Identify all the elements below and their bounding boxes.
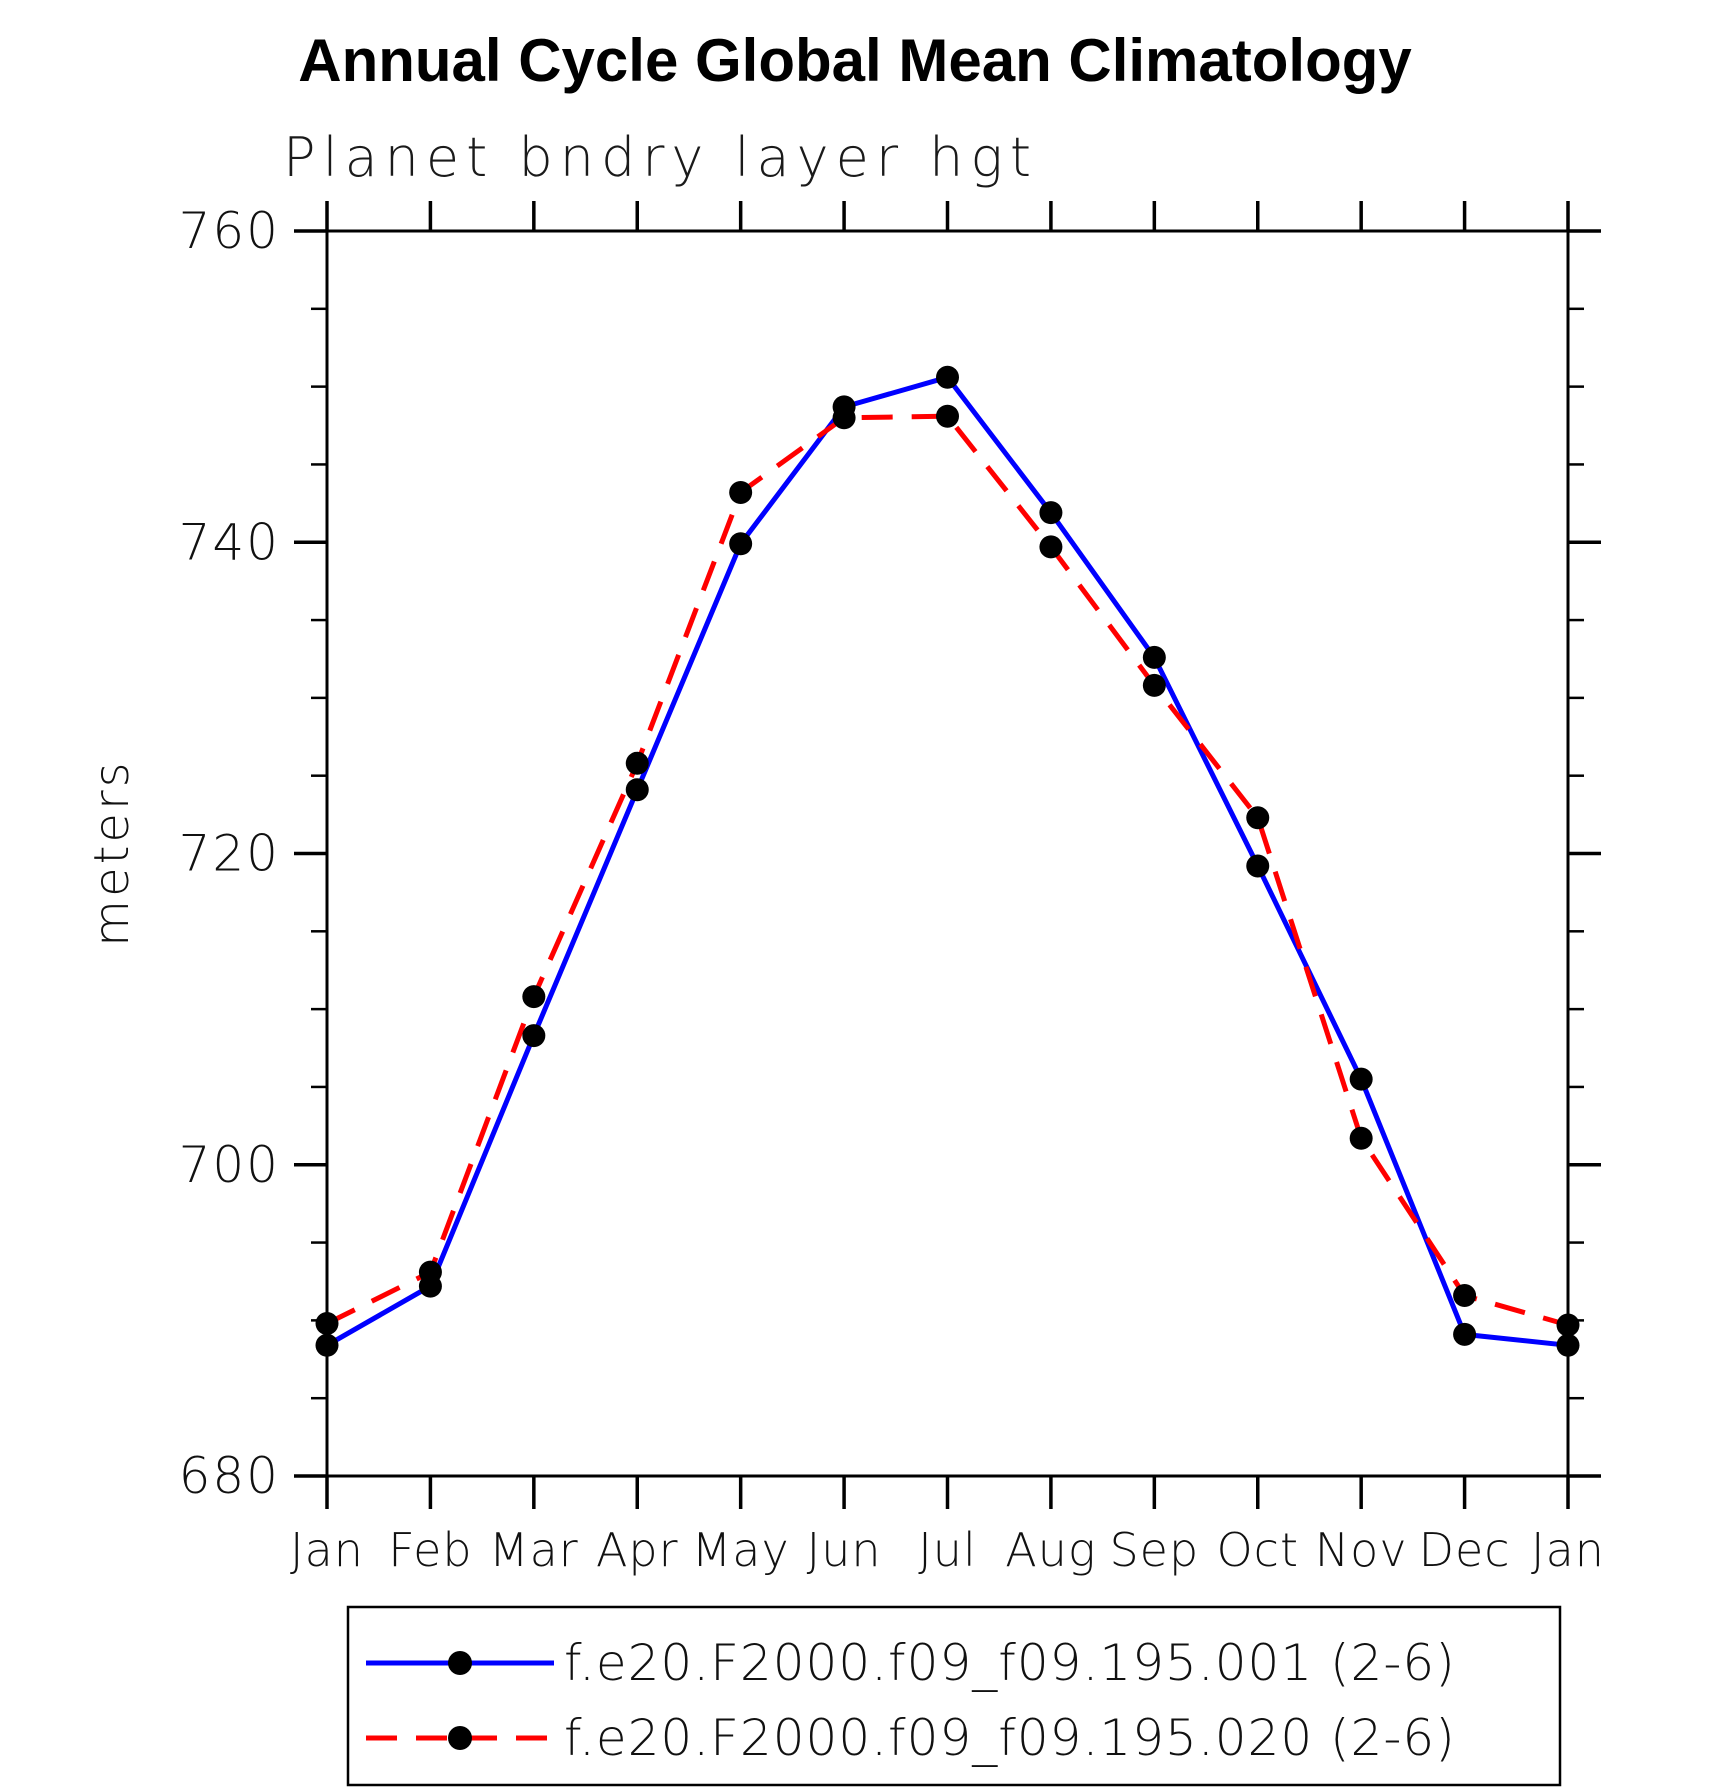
x-tick-label: Oct	[1216, 1523, 1299, 1577]
x-tick-label: Aug	[1005, 1523, 1096, 1577]
x-tick-label: Jan	[1531, 1523, 1605, 1577]
x-tick-label: Jan	[290, 1523, 364, 1577]
data-point-marker-s1	[1453, 1283, 1477, 1307]
x-tick-label: Mar	[489, 1523, 579, 1577]
y-tick-label: 720	[179, 825, 280, 883]
data-point-marker-s0	[1556, 1333, 1580, 1357]
data-point-marker-s0	[1142, 645, 1166, 669]
data-point-marker-s1	[832, 406, 856, 430]
data-point-marker-s0	[729, 532, 753, 556]
chart-subtitle: Planet bndry layer hgt	[283, 126, 1038, 189]
data-point-marker-s0	[1453, 1322, 1477, 1346]
y-axis-title: meters	[84, 759, 140, 946]
data-point-marker-s1	[1039, 535, 1063, 559]
y-tick-label: 740	[179, 513, 280, 571]
data-point-marker-s0	[1349, 1067, 1373, 1091]
data-point-marker-s0	[625, 778, 649, 802]
data-point-marker-s0	[315, 1333, 339, 1357]
data-point-marker-s1	[522, 985, 546, 1009]
data-point-marker-s1	[1349, 1126, 1373, 1150]
data-point-marker-s1	[936, 404, 959, 428]
data-point-marker-s0	[1039, 501, 1063, 525]
x-tick-label: Jul	[918, 1523, 977, 1577]
x-tick-label: May	[692, 1523, 790, 1577]
x-tick-label: Nov	[1315, 1523, 1408, 1577]
x-tick-label: Sep	[1109, 1523, 1199, 1577]
data-point-marker-s1	[729, 480, 753, 504]
data-point-marker-s1	[418, 1260, 442, 1284]
data-point-marker-s1	[625, 751, 649, 775]
x-tick-label: Dec	[1419, 1523, 1511, 1577]
data-point-marker-s1	[315, 1311, 339, 1335]
series-line-1	[325, 413, 1569, 1328]
x-tick-label: Jun	[807, 1523, 882, 1577]
chart-title: Annual Cycle Global Mean Climatology	[298, 27, 1412, 94]
data-point-marker-s1	[1142, 673, 1166, 697]
data-point-marker-s0	[936, 365, 959, 389]
y-tick-label: 680	[179, 1447, 280, 1505]
x-tick-label: Feb	[388, 1523, 472, 1577]
series-line-0	[325, 374, 1569, 1348]
data-point-marker-s0	[1246, 854, 1270, 878]
y-tick-label: 700	[179, 1136, 280, 1194]
data-point-marker-s0	[522, 1024, 546, 1048]
legend-label-0: f.e20.F2000.f09_f09.195.001 (2-6)	[564, 1634, 1456, 1692]
legend-box	[346, 1605, 1562, 1787]
legend-marker-1	[448, 1726, 472, 1750]
legend-label-1: f.e20.F2000.f09_f09.195.020 (2-6)	[564, 1709, 1456, 1767]
legend-marker-0	[448, 1651, 472, 1675]
x-tick-label: Apr	[596, 1523, 679, 1577]
data-point-marker-s1	[1246, 806, 1270, 830]
data-point-marker-s1	[1556, 1313, 1580, 1337]
y-tick-label: 760	[179, 202, 280, 260]
